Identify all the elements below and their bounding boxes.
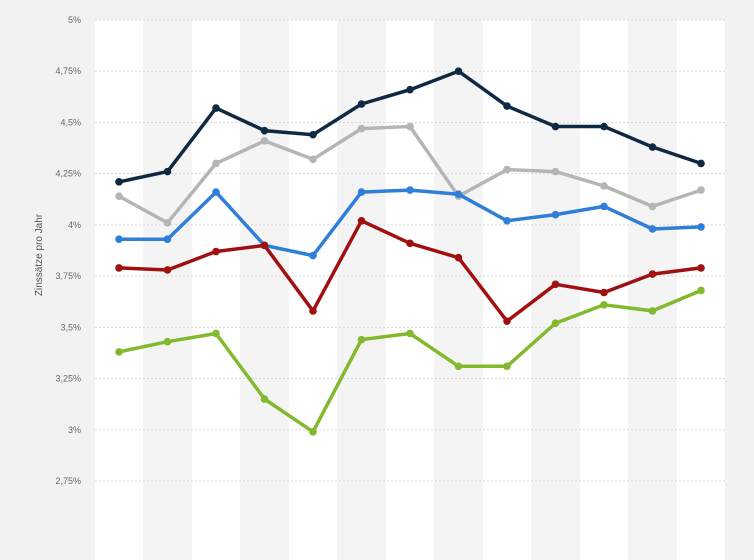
data-point <box>260 137 269 145</box>
data-point <box>309 307 317 315</box>
data-point <box>697 159 705 168</box>
data-point <box>163 235 172 244</box>
category-band <box>434 20 483 560</box>
data-point <box>115 192 123 201</box>
data-point <box>600 288 608 297</box>
data-point <box>600 122 608 131</box>
y-tick-label: 3% <box>68 425 81 435</box>
data-point <box>406 85 414 94</box>
data-point <box>212 104 220 112</box>
data-point <box>551 122 560 131</box>
data-point <box>697 286 705 295</box>
gridlines <box>95 19 725 482</box>
data-point <box>357 216 366 225</box>
data-point <box>260 395 269 403</box>
series-layer <box>115 67 705 436</box>
category-band <box>531 20 580 560</box>
data-point <box>697 186 705 194</box>
data-point <box>115 264 123 272</box>
alternating-bands <box>143 20 677 560</box>
series <box>115 186 705 260</box>
data-point <box>600 202 608 211</box>
data-point <box>406 122 414 131</box>
y-tick-label: 4,25% <box>55 169 81 179</box>
data-point <box>503 165 511 174</box>
plot-area <box>95 20 725 560</box>
data-point <box>406 329 414 338</box>
y-tick-label: 5% <box>68 15 81 25</box>
data-point <box>163 266 172 274</box>
y-axis-title: Zinssätze pro Jahr <box>34 213 45 296</box>
category-band <box>337 20 386 560</box>
data-point <box>309 428 317 436</box>
data-point <box>648 143 657 151</box>
data-point <box>115 348 123 356</box>
data-point <box>357 100 366 108</box>
data-point <box>503 216 511 225</box>
data-point <box>260 126 269 135</box>
data-point <box>648 202 657 211</box>
data-point <box>648 225 657 233</box>
data-point <box>551 210 560 219</box>
data-point <box>309 155 317 164</box>
data-point <box>697 264 705 272</box>
data-point <box>163 167 172 176</box>
data-point <box>503 317 511 325</box>
series <box>115 286 705 436</box>
series <box>115 67 705 186</box>
data-point <box>212 159 220 168</box>
category-band <box>628 20 677 560</box>
data-point <box>454 67 463 76</box>
y-tick-label: 4,5% <box>60 117 81 127</box>
data-point <box>648 307 657 315</box>
data-point <box>503 362 511 371</box>
data-point <box>309 251 317 260</box>
data-point <box>503 102 511 110</box>
y-tick-label: 3,5% <box>60 322 81 332</box>
data-point <box>212 188 220 196</box>
y-tick-label: 4% <box>68 220 81 230</box>
data-point <box>357 188 366 196</box>
y-tick-label: 4,75% <box>55 66 81 76</box>
data-point <box>454 253 463 262</box>
data-point <box>406 186 414 194</box>
y-tick-label: 3,75% <box>55 271 81 281</box>
data-point <box>454 362 463 371</box>
data-point <box>212 329 220 338</box>
data-point <box>115 178 123 186</box>
data-point <box>163 337 172 346</box>
data-point <box>551 167 560 176</box>
data-point <box>260 241 269 250</box>
category-band <box>240 20 289 560</box>
y-axis-ticks: 2,75% 3% 3,25% 3,5% 3,75% 4% 4,25% 4,5% 4,75% 5% <box>55 15 81 486</box>
data-point <box>163 219 172 227</box>
data-point <box>115 235 123 244</box>
data-point <box>551 319 560 328</box>
data-point <box>357 335 366 344</box>
y-tick-label: 2,75% <box>55 476 81 486</box>
data-point <box>454 190 463 198</box>
data-point <box>648 270 657 278</box>
data-point <box>697 223 705 231</box>
data-point <box>212 247 220 256</box>
data-point <box>551 280 560 289</box>
data-point <box>309 130 317 139</box>
data-point <box>357 124 366 133</box>
data-point <box>600 182 608 190</box>
data-point <box>600 300 608 309</box>
data-point <box>406 239 414 248</box>
y-tick-label: 3,25% <box>55 374 81 384</box>
category-band <box>143 20 192 560</box>
series <box>115 216 705 325</box>
